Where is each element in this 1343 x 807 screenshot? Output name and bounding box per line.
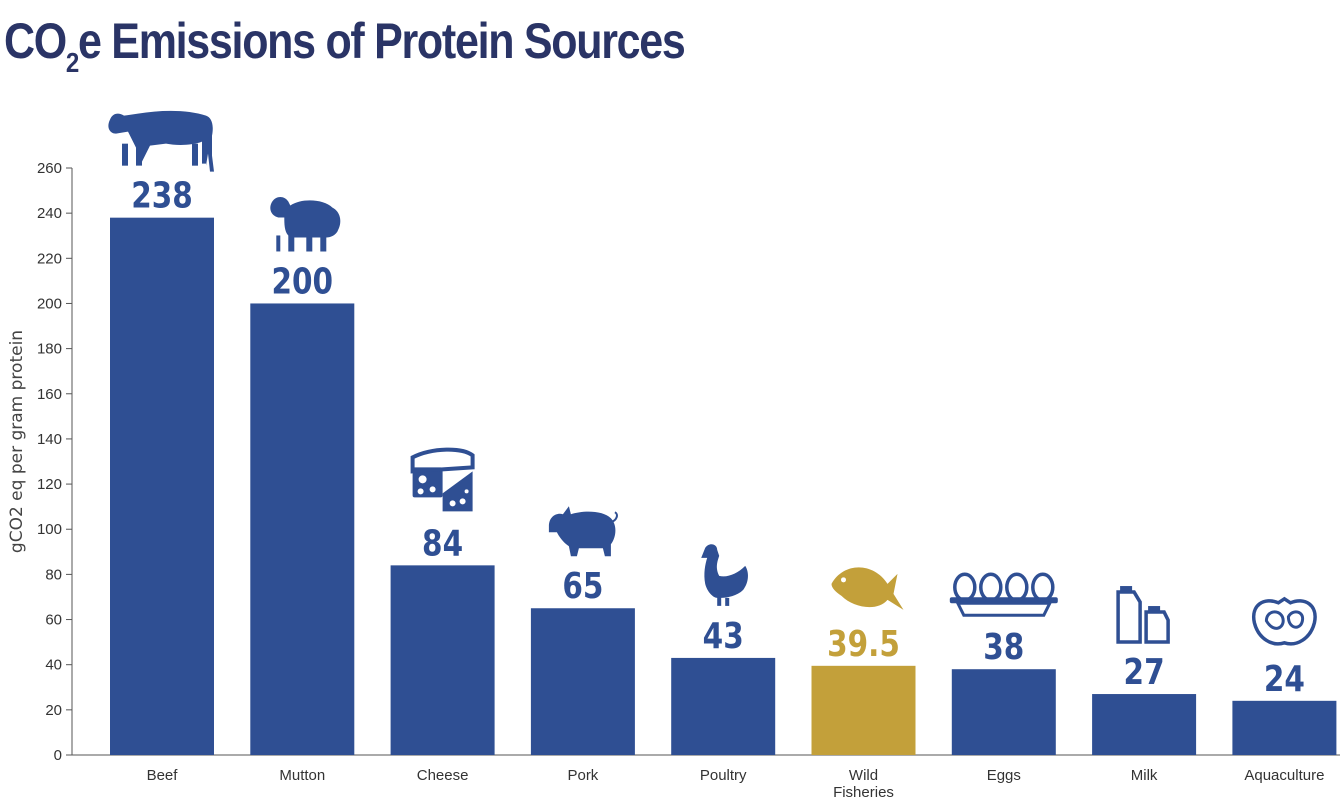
category-label: Beef (147, 767, 179, 784)
y-tick-label: 0 (54, 747, 62, 764)
value-label: 38 (983, 625, 1024, 668)
chart-title: CO2e Emissions of Protein Sources (4, 12, 686, 79)
pig-icon (548, 506, 618, 557)
category-label-line: Mutton (279, 767, 325, 784)
y-tick-label: 140 (37, 431, 62, 448)
cow-icon (108, 110, 214, 172)
y-tick-label: 260 (37, 160, 62, 177)
bar-aquaculture (1232, 700, 1337, 755)
value-label: 27 (1124, 650, 1165, 693)
y-tick-label: 80 (45, 566, 62, 583)
category-label: Cheese (417, 767, 469, 784)
bar-mutton (250, 303, 355, 755)
category-label-line: Beef (147, 767, 179, 784)
category-label: Wild Fisheries (833, 767, 894, 801)
category-label-line: Eggs (987, 767, 1021, 784)
bar-pork (530, 608, 635, 755)
value-label: 238 (131, 174, 193, 217)
y-tick-label: 180 (37, 341, 62, 358)
y-tick-label: 240 (37, 205, 62, 222)
category-label: Aquaculture (1244, 767, 1324, 784)
category-label: Pork (567, 767, 598, 784)
category-label: Mutton (279, 767, 325, 784)
y-tick-label: 120 (37, 476, 62, 493)
bar-wild-fisheries (811, 665, 916, 755)
category-label: Poultry (700, 767, 747, 784)
y-tick-label: 220 (37, 250, 62, 267)
category-label-line: Cheese (417, 767, 469, 784)
chicken-icon (701, 544, 748, 606)
oyster-icon (1251, 596, 1317, 646)
bar-poultry (671, 657, 776, 755)
category-label-line: Pork (567, 767, 598, 784)
y-tick-label: 200 (37, 295, 62, 312)
y-tick-label: 40 (45, 657, 62, 674)
milk-icon (1116, 586, 1170, 644)
y-axis-title: gCO2 eq per gram protein (7, 330, 27, 553)
category-label-line: Milk (1131, 767, 1158, 784)
cheese-icon (410, 447, 475, 512)
bar-eggs (951, 669, 1056, 755)
y-tick-label: 60 (45, 612, 62, 629)
y-tick-label: 20 (45, 702, 62, 719)
value-label: 65 (562, 564, 603, 607)
y-tick-label: 100 (37, 521, 62, 538)
category-label: Eggs (987, 767, 1021, 784)
y-tick-label: 160 (37, 386, 62, 403)
eggs-icon (949, 572, 1058, 617)
category-label-line: Wild (849, 767, 878, 784)
value-label: 43 (703, 614, 744, 657)
bar-cheese (390, 565, 495, 755)
sheep-icon (270, 196, 341, 252)
value-label: 39.5 (827, 622, 900, 665)
value-label: 24 (1264, 657, 1305, 700)
title-rest: e Emissions of Protein Sources (78, 13, 686, 69)
category-label-line: Aquaculture (1244, 767, 1324, 784)
category-label: Milk (1131, 767, 1158, 784)
value-label: 84 (422, 521, 463, 564)
fish-icon (831, 567, 904, 610)
category-label-line: Poultry (700, 767, 747, 784)
title-subscript: 2 (65, 47, 79, 78)
bar-milk (1092, 694, 1197, 755)
title-co: CO (4, 13, 67, 69)
bar-beef (110, 217, 214, 755)
value-label: 200 (271, 260, 333, 303)
category-label-line: Fisheries (833, 784, 894, 801)
